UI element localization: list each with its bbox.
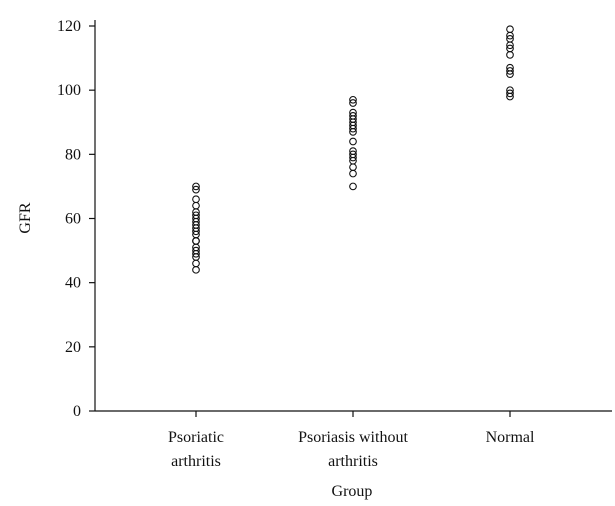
data-point [506, 63, 514, 72]
data-point [192, 195, 200, 204]
data-point [506, 67, 514, 75]
data-point [349, 111, 357, 120]
data-point [192, 237, 200, 245]
data-point [506, 44, 514, 53]
data-point [192, 211, 200, 220]
data-point [349, 95, 357, 104]
data-point [349, 99, 357, 107]
y-tick-label: 80 [65, 146, 81, 163]
x-category-label-line2: arthritis [171, 453, 221, 470]
data-point [349, 169, 357, 178]
data-point [192, 259, 200, 268]
data-point [192, 182, 200, 191]
x-category-label-line1: Psoriasis without [298, 429, 408, 446]
data-point [192, 265, 200, 274]
data-point [349, 182, 357, 191]
data-point [192, 246, 200, 255]
data-point [506, 34, 514, 43]
data-point [349, 147, 357, 155]
y-tick-label: 20 [65, 339, 81, 356]
x-category-label-line2: arthritis [328, 453, 378, 470]
y-tick-label: 100 [57, 82, 81, 99]
data-point [192, 201, 200, 210]
x-category-label-line1: Normal [486, 429, 535, 446]
y-tick-label: 40 [65, 275, 81, 292]
data-point [349, 108, 357, 117]
y-ticks: 0 20 40 60 80 100 120 [57, 18, 95, 420]
axes [94, 20, 612, 412]
x-ticks: Psoriatic arthritis Psoriasis without arthr… [168, 411, 535, 470]
data-point [506, 25, 514, 34]
y-tick-label: 60 [65, 211, 81, 228]
y-tick-label: 120 [57, 18, 81, 35]
data-point [349, 163, 357, 172]
y-tick-label: 0 [73, 403, 81, 420]
x-category-label-line1: Psoriatic [168, 429, 224, 446]
x-axis-title: Group [332, 483, 373, 500]
data-point [349, 137, 357, 146]
data-point [506, 86, 514, 95]
data-points [192, 25, 514, 274]
y-axis-title: GFR [17, 202, 34, 233]
data-point [349, 150, 357, 159]
data-point [192, 185, 200, 194]
data-point [506, 51, 514, 59]
data-point [506, 89, 514, 98]
